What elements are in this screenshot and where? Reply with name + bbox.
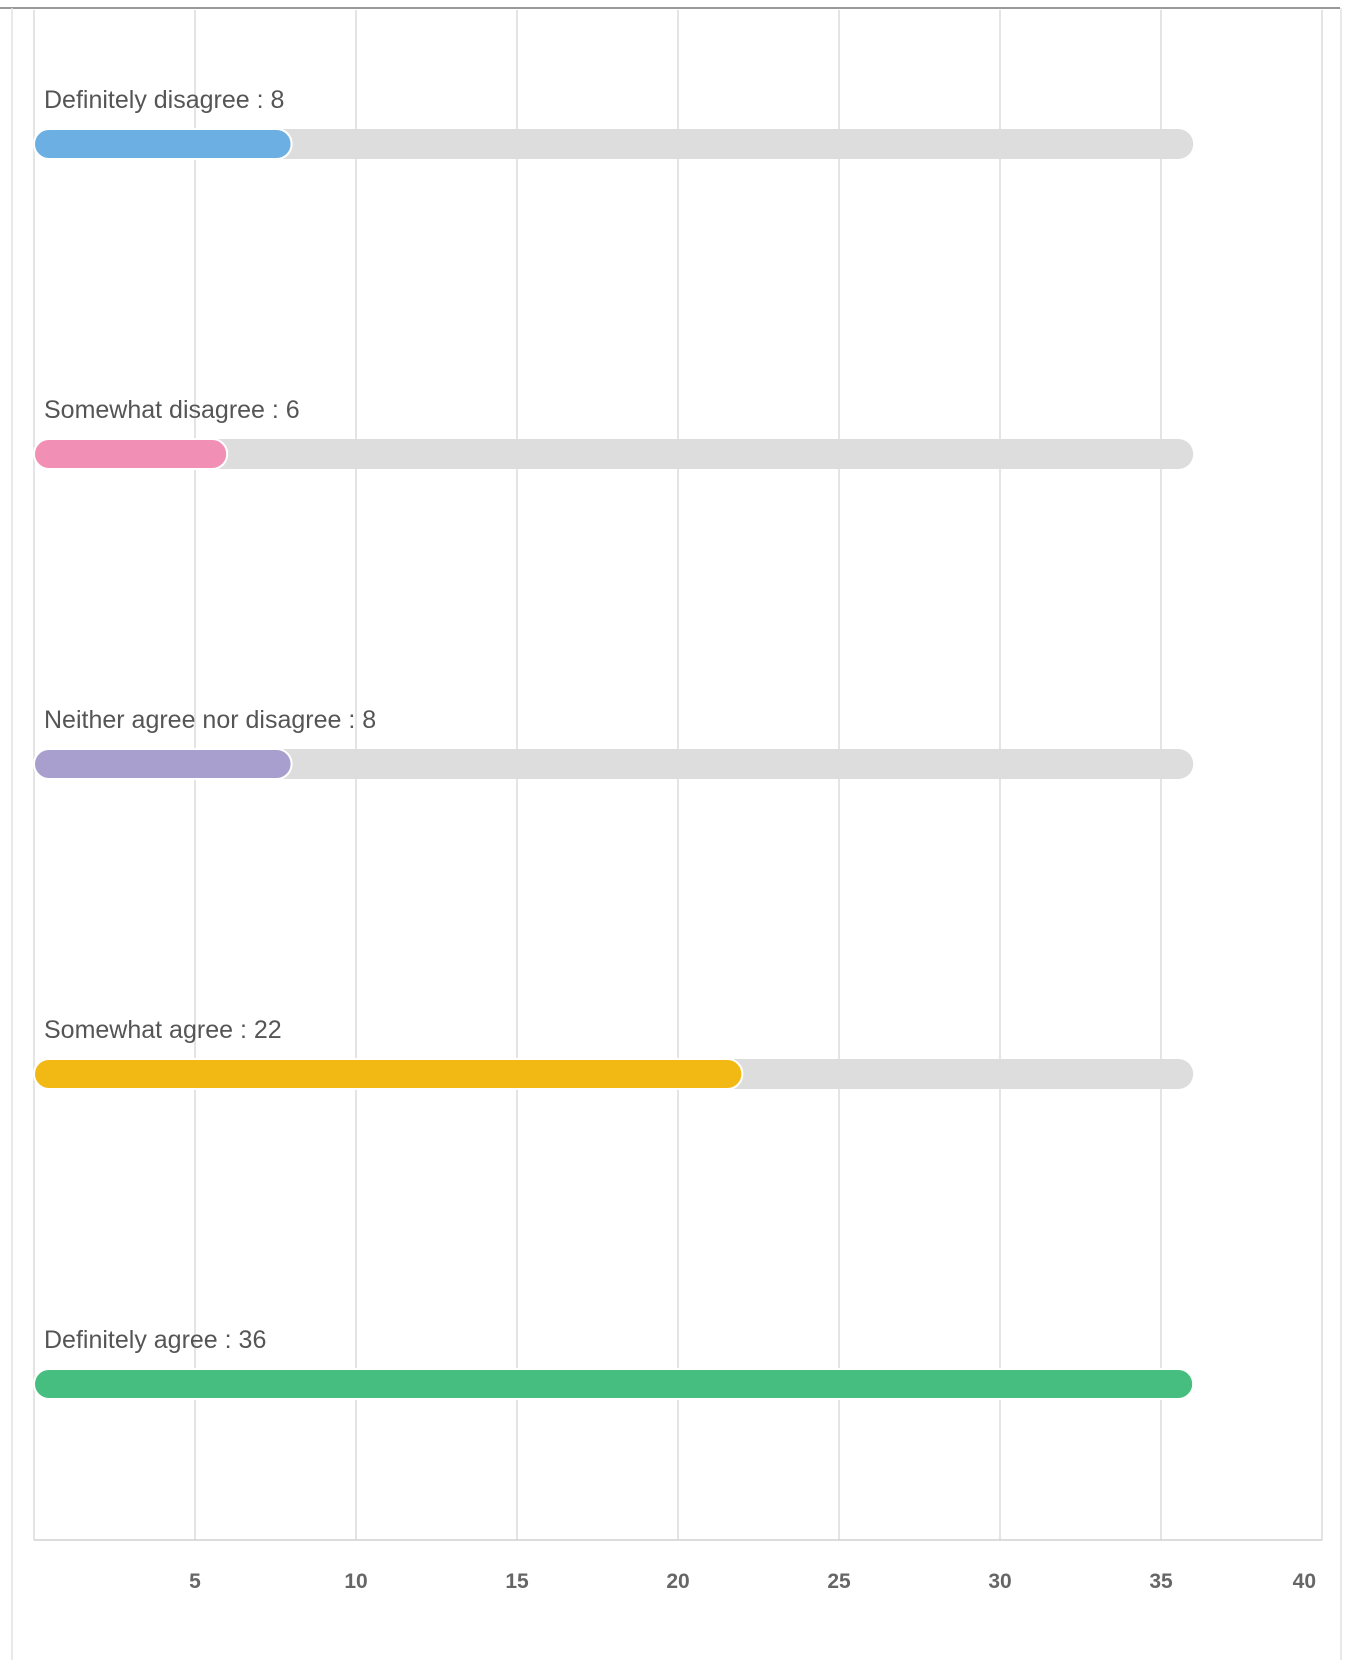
bar-fill-5[interactable] [33, 1368, 1195, 1400]
bar-label-3: Neither agree nor disagree : 8 [44, 706, 376, 734]
bar-track-2 [34, 439, 1194, 469]
x-tick-label-5: 5 [189, 1570, 201, 1593]
x-tick-label-30: 30 [988, 1570, 1011, 1593]
x-tick-label-20: 20 [666, 1570, 689, 1593]
bars: Definitely disagree : 8 Somewhat disagree… [33, 86, 1195, 1400]
x-tick-label-10: 10 [344, 1570, 367, 1593]
bar-group-1: Definitely disagree : 8 [33, 86, 1194, 160]
bar-fill-3[interactable] [33, 748, 293, 780]
bar-group-5: Definitely agree : 36 [33, 1326, 1195, 1400]
x-tick-label-25: 25 [827, 1570, 851, 1593]
bar-group-2: Somewhat disagree : 6 [33, 396, 1194, 470]
x-tick-label-35: 35 [1149, 1570, 1173, 1593]
bar-track-3 [34, 749, 1194, 779]
bar-label-4: Somewhat agree : 22 [44, 1016, 282, 1044]
bar-group-4: Somewhat agree : 22 [33, 1016, 1194, 1090]
bar-fill-1[interactable] [33, 128, 293, 160]
bar-label-2: Somewhat disagree : 6 [44, 396, 300, 424]
bar-fill-2[interactable] [33, 438, 229, 470]
x-axis-ticks: 5 10 15 20 25 30 35 40 [189, 1570, 1316, 1593]
bar-group-3: Neither agree nor disagree : 8 [33, 706, 1194, 780]
x-tick-label-15: 15 [505, 1570, 529, 1593]
bar-label-5: Definitely agree : 36 [44, 1326, 266, 1354]
bar-label-1: Definitely disagree : 8 [44, 86, 284, 114]
bar-fill-4[interactable] [33, 1058, 744, 1090]
bar-track-1 [34, 129, 1194, 159]
x-tick-label-40: 40 [1293, 1570, 1316, 1593]
